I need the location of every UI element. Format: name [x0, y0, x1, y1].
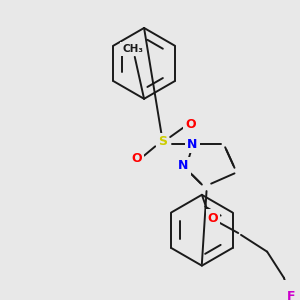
Text: N: N	[178, 159, 188, 172]
Text: F: F	[287, 290, 296, 300]
Text: O: O	[208, 212, 218, 225]
Text: CH₃: CH₃	[122, 44, 143, 54]
Text: O: O	[185, 118, 196, 131]
Text: O: O	[131, 152, 142, 165]
Text: N: N	[188, 138, 198, 151]
Text: S: S	[158, 135, 167, 148]
